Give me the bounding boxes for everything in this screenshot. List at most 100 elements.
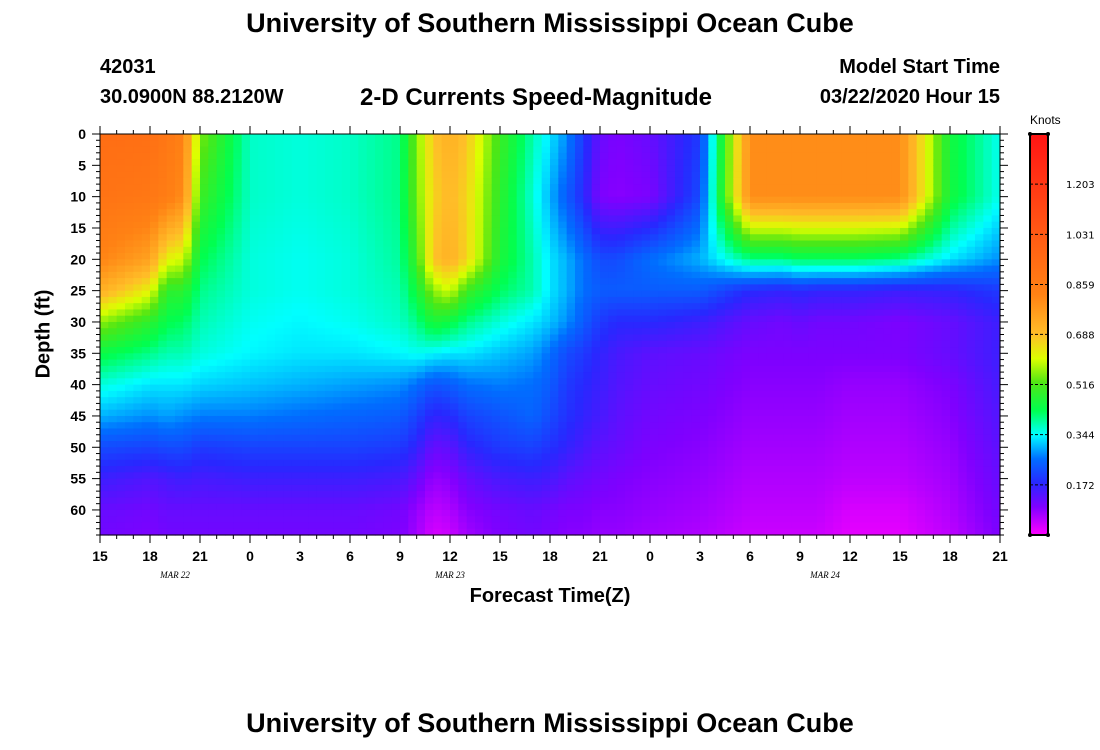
heatmap-cell: [525, 253, 534, 260]
heatmap-cell: [425, 328, 434, 336]
heatmap-cell: [675, 134, 684, 141]
heatmap-cell: [700, 340, 709, 348]
heatmap-cell: [491, 165, 501, 173]
heatmap-cell: [150, 221, 159, 229]
heatmap-cell: [450, 422, 459, 430]
heatmap-cell: [483, 227, 493, 235]
heatmap-cell: [216, 202, 226, 210]
heatmap-cell: [266, 522, 276, 530]
heatmap-cell: [491, 434, 501, 442]
heatmap-cell: [183, 384, 193, 392]
heatmap-cell: [300, 528, 309, 536]
heatmap-cell: [475, 196, 484, 204]
heatmap-cell: [733, 359, 743, 367]
heatmap-cell: [708, 303, 718, 311]
heatmap-cell: [341, 347, 351, 354]
heatmap-cell: [283, 259, 293, 267]
heatmap-cell: [241, 209, 251, 217]
heatmap-cell: [158, 390, 168, 398]
heatmap-cell: [300, 503, 309, 511]
heatmap-cell: [675, 334, 684, 342]
heatmap-cell: [700, 409, 709, 417]
heatmap-cell: [475, 359, 484, 367]
heatmap-cell: [441, 484, 451, 492]
heatmap-cell: [375, 478, 384, 486]
heatmap-cell: [291, 397, 301, 405]
heatmap-cell: [133, 315, 143, 323]
heatmap-cell: [741, 315, 751, 323]
heatmap-cell: [441, 140, 451, 148]
heatmap-cell: [225, 422, 234, 430]
heatmap-cell: [666, 441, 676, 448]
heatmap-cell: [641, 415, 651, 423]
heatmap-cell: [325, 397, 334, 405]
heatmap-cell: [116, 165, 126, 173]
heatmap-cell: [275, 165, 284, 173]
heatmap-cell: [541, 315, 551, 323]
heatmap-cell: [691, 384, 701, 392]
heatmap-cell: [350, 334, 359, 342]
heatmap-cell: [725, 284, 734, 292]
heatmap-cell: [725, 378, 734, 386]
heatmap-cell: [266, 296, 276, 304]
heatmap-cell: [550, 165, 559, 173]
heatmap-cell: [658, 271, 668, 279]
heatmap-cell: [666, 459, 676, 467]
heatmap-cell: [441, 372, 451, 379]
heatmap-cell: [308, 503, 318, 511]
heatmap-cell: [350, 278, 359, 285]
heatmap-cell: [691, 434, 701, 442]
heatmap-cell: [600, 378, 609, 386]
heatmap-cell: [333, 447, 343, 455]
heatmap-cell: [608, 372, 618, 379]
heatmap-cell: [508, 221, 518, 229]
heatmap-cell: [416, 278, 426, 285]
heatmap-cell: [558, 347, 568, 354]
heatmap-cell: [225, 378, 234, 386]
heatmap-cell: [166, 390, 176, 398]
heatmap-cell: [416, 196, 426, 204]
heatmap-cell: [466, 227, 476, 235]
heatmap-cell: [408, 472, 418, 480]
heatmap-cell: [258, 384, 268, 392]
heatmap-cell: [416, 309, 426, 317]
heatmap-cell: [316, 221, 326, 229]
heatmap-cell: [475, 165, 484, 173]
heatmap-cell: [291, 253, 301, 260]
heatmap-cell: [241, 221, 251, 229]
heatmap-cell: [333, 171, 343, 179]
heatmap-cell: [366, 165, 376, 173]
heatmap-cell: [625, 484, 634, 492]
heatmap-cell: [300, 447, 309, 455]
heatmap-cell: [408, 165, 418, 173]
heatmap-cell: [616, 390, 626, 398]
heatmap-cell: [608, 246, 618, 254]
heatmap-cell: [666, 509, 676, 517]
heatmap-cell: [666, 177, 676, 185]
heatmap-cell: [308, 390, 318, 398]
heatmap-cell: [441, 177, 451, 185]
heatmap-cell: [733, 209, 743, 217]
heatmap-cell: [441, 303, 451, 311]
heatmap-cell: [558, 240, 568, 248]
heatmap-cell: [733, 253, 743, 260]
heatmap-cell: [458, 491, 468, 499]
heatmap-cell: [350, 190, 359, 198]
heatmap-cell: [658, 428, 668, 436]
heatmap-cell: [600, 259, 609, 267]
heatmap-cell: [633, 484, 643, 492]
heatmap-cell: [700, 434, 709, 442]
heatmap-cell: [733, 134, 743, 141]
heatmap-cell: [341, 227, 351, 235]
heatmap-cell: [608, 347, 618, 354]
heatmap-cell: [425, 234, 434, 242]
heatmap-cell: [200, 278, 209, 285]
heatmap-cell: [383, 422, 393, 430]
heatmap-cell: [675, 459, 684, 467]
heatmap-cell: [350, 259, 359, 267]
heatmap-cell: [333, 278, 343, 285]
heatmap-cell: [733, 215, 743, 223]
heatmap-cell: [400, 221, 409, 229]
heatmap-cell: [558, 428, 568, 436]
heatmap-cell: [633, 434, 643, 442]
